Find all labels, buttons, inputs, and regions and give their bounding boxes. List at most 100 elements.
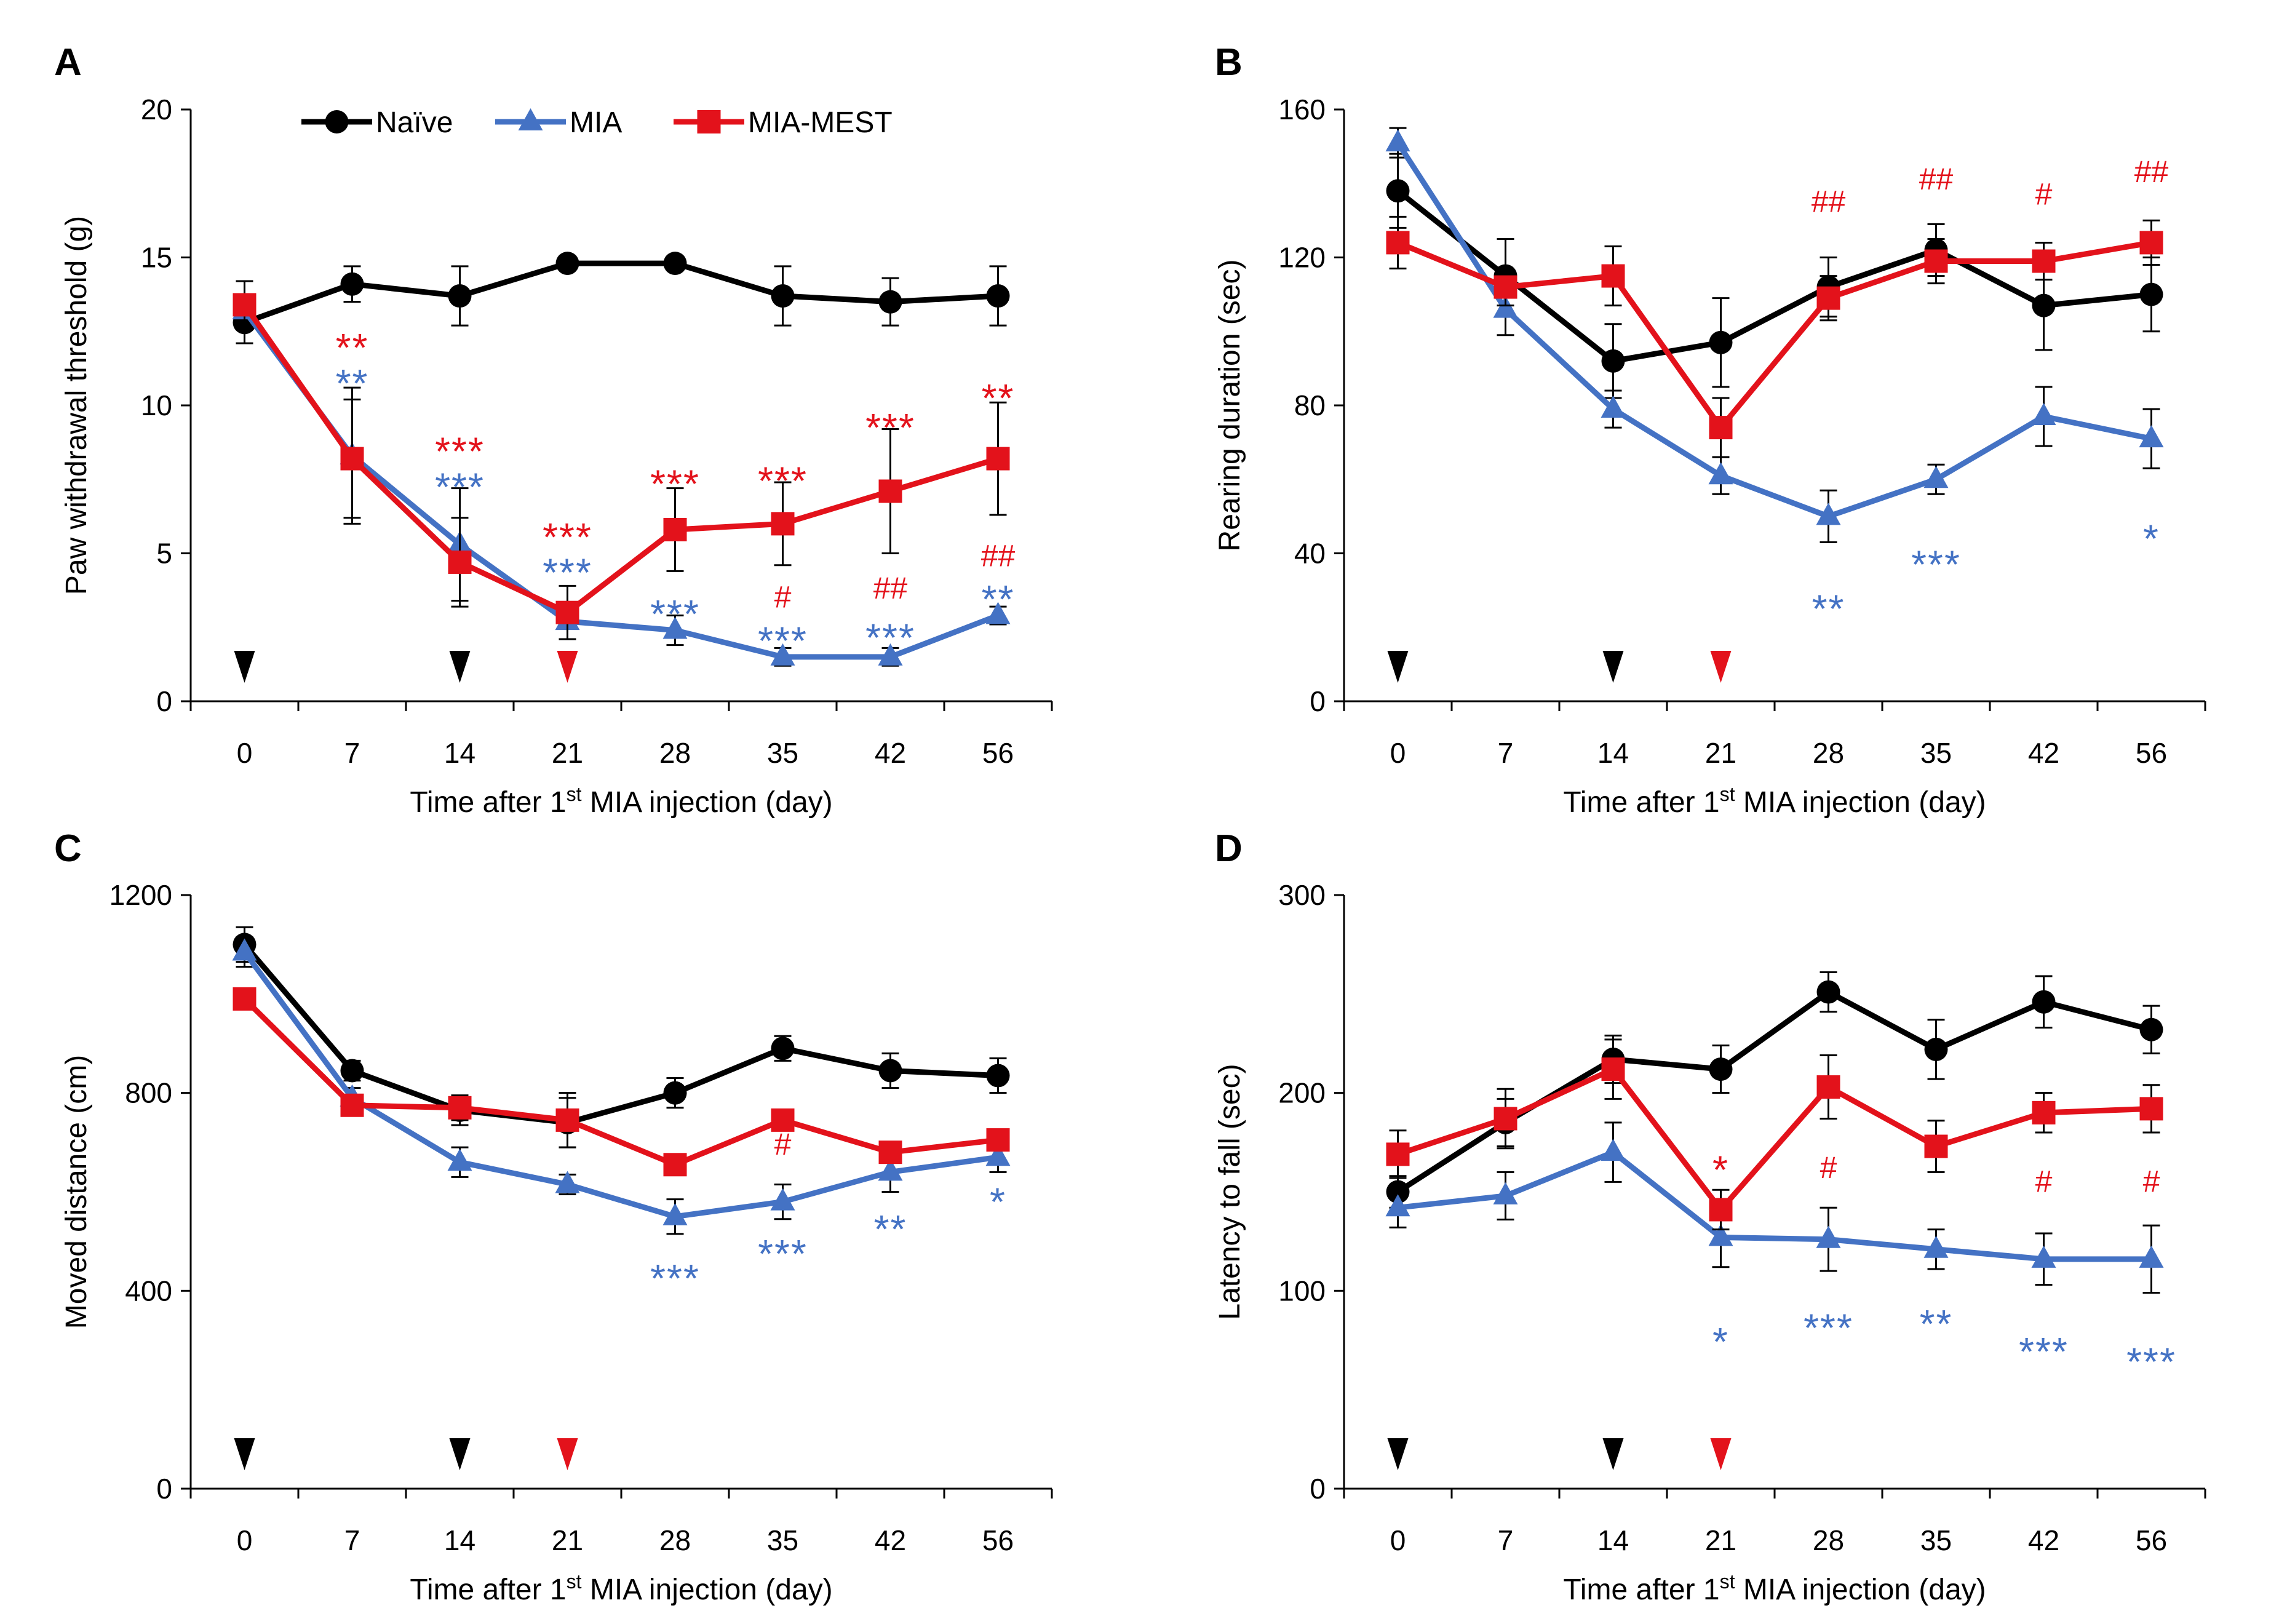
significance-stars: *** bbox=[2126, 1339, 2176, 1383]
y-axis-title: Paw withdrawal threshold (g) bbox=[60, 216, 93, 595]
data-point-mest bbox=[1386, 231, 1410, 255]
x-axis-title-sup: st bbox=[1720, 1570, 1735, 1593]
data-point-naive bbox=[2032, 293, 2056, 317]
y-tick-label: 800 bbox=[125, 1077, 172, 1109]
legend-marker-mia bbox=[518, 108, 543, 130]
x-axis-title-pre: Time after 1 bbox=[410, 1574, 566, 1606]
series-mia bbox=[1385, 127, 2164, 543]
data-point-mest bbox=[555, 1108, 579, 1132]
x-tick-label: 0 bbox=[237, 1524, 253, 1556]
x-tick-label: 14 bbox=[1597, 737, 1629, 769]
x-tick-label: 28 bbox=[1813, 737, 1844, 769]
x-tick-label: 7 bbox=[344, 737, 360, 769]
x-axis-title-sup: st bbox=[567, 783, 582, 805]
data-point-mest bbox=[1493, 1107, 1517, 1131]
injection-arrowhead bbox=[449, 1438, 471, 1470]
data-point-mest bbox=[1601, 264, 1625, 288]
x-tick-label: 0 bbox=[1390, 737, 1406, 769]
series-mia bbox=[232, 295, 1011, 667]
data-point-mia bbox=[878, 1158, 903, 1181]
significance-hash: ## bbox=[1812, 184, 1846, 218]
x-tick-label: 56 bbox=[982, 1524, 1014, 1556]
legend-marker-naive bbox=[325, 110, 349, 133]
series-line-mia bbox=[1398, 1149, 2152, 1262]
data-point-naive bbox=[1601, 349, 1625, 373]
data-point-mia bbox=[1385, 1194, 1410, 1217]
y-tick-label: 5 bbox=[156, 538, 172, 570]
x-tick-label: 42 bbox=[2028, 1524, 2059, 1556]
x-tick-label: 56 bbox=[2136, 1524, 2167, 1556]
data-point-mia bbox=[1923, 1235, 1949, 1258]
data-point-mest bbox=[555, 600, 579, 624]
x-tick-label: 7 bbox=[344, 1524, 360, 1556]
x-tick-label: 7 bbox=[1498, 737, 1514, 769]
series-line-mia bbox=[242, 309, 1000, 660]
data-point-mia bbox=[2031, 403, 2056, 426]
x-tick-label: 0 bbox=[237, 737, 253, 769]
series-mest bbox=[233, 280, 1010, 640]
y-tick-label: 120 bbox=[1278, 242, 1326, 274]
significance-stars: *** bbox=[543, 515, 592, 559]
y-tick-label: 15 bbox=[141, 242, 172, 274]
data-point-mest bbox=[771, 1108, 795, 1132]
x-axis-title: Time after 1st MIA injection (day) bbox=[1563, 1570, 1986, 1606]
x-tick-label: 42 bbox=[875, 737, 906, 769]
significance-stars: ** bbox=[982, 577, 1015, 621]
significance-stars: *** bbox=[650, 1256, 700, 1300]
series-mest bbox=[1386, 215, 2163, 458]
data-point-mia bbox=[2139, 1245, 2164, 1268]
data-point-mest bbox=[340, 1093, 364, 1117]
data-point-naive bbox=[878, 1059, 902, 1083]
significance-stars: *** bbox=[758, 459, 808, 503]
panel-letter: D bbox=[1215, 827, 1243, 870]
y-tick-label: 100 bbox=[1278, 1275, 1326, 1307]
data-point-mia bbox=[770, 1188, 795, 1211]
significance-stars: ** bbox=[982, 376, 1015, 420]
data-point-naive bbox=[1924, 1037, 1948, 1061]
data-point-naive bbox=[2032, 990, 2056, 1014]
significance-hash: # bbox=[2035, 1164, 2053, 1198]
x-axis-title-pre: Time after 1 bbox=[1563, 1574, 1719, 1606]
data-point-naive bbox=[2139, 282, 2163, 306]
injection-arrowhead bbox=[1387, 1438, 1409, 1470]
injection-arrowhead bbox=[1602, 651, 1624, 683]
x-tick-label: 56 bbox=[2136, 737, 2167, 769]
panel-b: B 0 40 80 120 160 0 7 14 21 28 35 42 56 Time after 1st… bbox=[1214, 41, 2206, 819]
x-tick-label: 14 bbox=[444, 737, 475, 769]
data-point-naive bbox=[448, 284, 472, 308]
significance-stars: ** bbox=[336, 325, 369, 370]
legend-label-naive: Naïve bbox=[376, 106, 453, 139]
data-point-mia bbox=[1385, 129, 1410, 152]
data-point-mest bbox=[1386, 1142, 1410, 1166]
x-axis-title-post: MIA injection (day) bbox=[582, 1574, 833, 1606]
series-line-mia bbox=[242, 950, 999, 1220]
significance-stars: * bbox=[2143, 516, 2160, 560]
x-axis-title-post: MIA injection (day) bbox=[582, 786, 833, 819]
legend-label-mest: MIA-MEST bbox=[748, 106, 893, 139]
legend: Naïve MIA MIA-MEST bbox=[301, 106, 893, 139]
data-point-mia bbox=[1601, 1139, 1626, 1161]
x-tick-label: 42 bbox=[875, 1524, 906, 1556]
y-tick-label: 200 bbox=[1278, 1077, 1326, 1109]
data-point-mia bbox=[1708, 462, 1733, 485]
significance-hash: ## bbox=[1919, 162, 1954, 196]
data-point-mia bbox=[447, 1148, 472, 1171]
data-point-mia bbox=[1708, 1224, 1733, 1246]
data-point-mest bbox=[2032, 1101, 2056, 1124]
y-tick-label: 0 bbox=[156, 1473, 172, 1505]
x-tick-label: 42 bbox=[2028, 737, 2059, 769]
data-point-naive bbox=[771, 284, 795, 308]
data-point-mest bbox=[878, 1140, 902, 1164]
significance-stars: * bbox=[990, 1180, 1006, 1224]
panel-letter: B bbox=[1215, 41, 1243, 84]
data-point-mia bbox=[2031, 1245, 2056, 1268]
injection-arrowhead bbox=[1602, 1438, 1624, 1470]
y-tick-label: 10 bbox=[141, 389, 172, 421]
data-point-mest bbox=[1816, 1075, 1840, 1099]
y-tick-label: 1200 bbox=[109, 879, 172, 911]
data-point-mest bbox=[663, 518, 687, 542]
data-point-naive bbox=[663, 1081, 687, 1105]
data-point-naive bbox=[1709, 330, 1733, 354]
series-line-mest bbox=[242, 997, 999, 1168]
y-tick-label: 40 bbox=[1294, 538, 1326, 570]
